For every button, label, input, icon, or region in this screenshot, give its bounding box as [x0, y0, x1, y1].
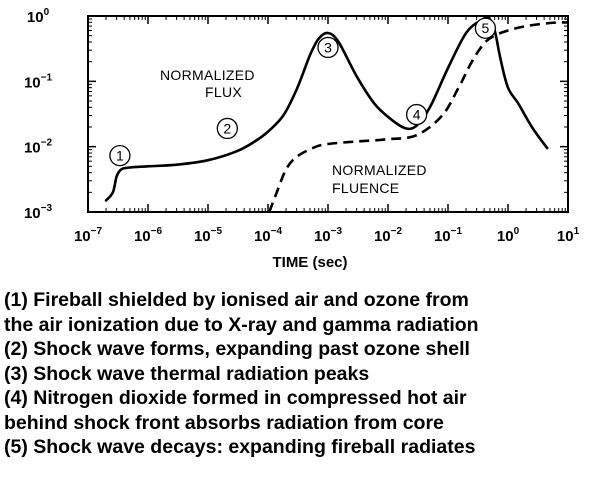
y-tick-label: 10−2: [24, 138, 53, 157]
marker-circle: [216, 117, 238, 140]
marker-circle: [405, 103, 428, 126]
fluence-label-line-2: FLUENCE: [332, 180, 399, 196]
marker-label: 1: [116, 148, 124, 164]
marker-label: 2: [223, 120, 231, 136]
flux-label-line-2: FLUX: [205, 84, 242, 100]
caption-line-7: (5) Shock wave decays: expanding firebal…: [4, 436, 476, 458]
y-tick-label: 10−1: [24, 72, 53, 91]
marker-label: 4: [413, 107, 421, 123]
marker-1: 1: [109, 144, 131, 167]
marker-label: 3: [324, 39, 332, 55]
caption-line-4: (3) Shock wave thermal radiation peaks: [4, 362, 370, 385]
marker-3: 3: [317, 36, 339, 59]
marker-layer: 1 2 3 4 5: [109, 17, 497, 167]
y-tick-label: 10−3: [24, 203, 53, 222]
x-tick-label: 10−6: [134, 226, 163, 245]
marker-circle: [317, 36, 339, 59]
fluence-label-line-1: NORMALIZED: [332, 162, 427, 178]
series-fluence-line: [268, 21, 569, 213]
chart: 10−7 10−6 10−5 10−4 10−3 10−2 10−1 100 101 10−31…: [24, 7, 580, 271]
y-axis-tick-labels: 10−3 10−2 10−1 100: [24, 7, 53, 222]
y-tick-label: 100: [27, 7, 50, 26]
marker-circle: [474, 17, 497, 39]
x-tick-label: 100: [497, 226, 520, 245]
marker-5: 5: [474, 17, 497, 39]
x-tick-label: 10−2: [374, 226, 403, 245]
marker-2: 2: [216, 117, 238, 140]
marker-label: 5: [481, 20, 489, 36]
x-axis-tick-labels: 10−7 10−6 10−5 10−4 10−3 10−2 10−1 100 101: [74, 226, 580, 245]
y-axis-ticks: [88, 15, 568, 213]
x-tick-label: 10−1: [434, 226, 463, 245]
x-tick-label: 10−5: [194, 226, 223, 245]
marker-4: 4: [405, 103, 428, 126]
caption-list: (1) Fireball shielded by ionised air and…: [4, 288, 594, 460]
caption-line-1: (1) Fireball shielded by ionised air and…: [4, 289, 469, 311]
caption-line-2: the air ionization due to X-ray and gamm…: [4, 313, 479, 336]
caption-line-5: (4) Nitrogen dioxide formed in compresse…: [4, 387, 467, 409]
marker-circle: [109, 144, 131, 167]
x-axis-label: TIME (sec): [272, 254, 347, 271]
caption-line-6: behind shock front absorbs radiation fro…: [4, 411, 444, 434]
x-tick-label: 10−7: [74, 226, 103, 245]
x-tick-label: 10−4: [254, 226, 283, 245]
flux-label-line-1: NORMALIZED: [160, 67, 255, 83]
x-tick-label: 101: [557, 226, 580, 245]
x-tick-label: 10−3: [314, 226, 343, 245]
caption-line-3: (2) Shock wave forms, expanding past ozo…: [4, 338, 470, 360]
